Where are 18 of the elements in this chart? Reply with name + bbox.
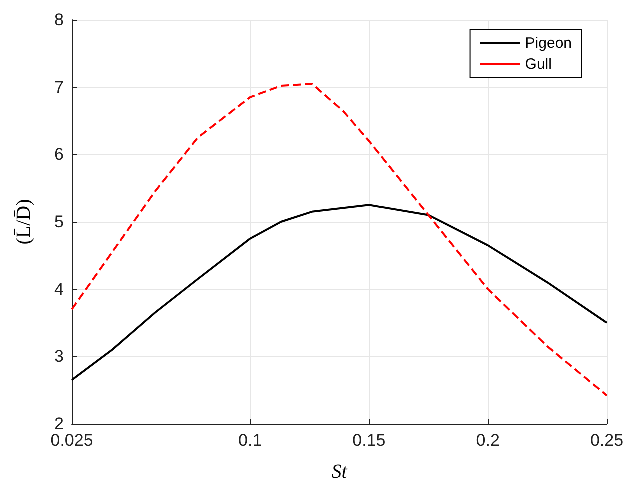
y-tick-label: 6 xyxy=(54,145,64,164)
y-tick-label: 5 xyxy=(54,212,64,232)
x-tick-label: 0.1 xyxy=(238,431,262,450)
x-tick-label: 0.15 xyxy=(352,431,386,450)
x-axis-title: St xyxy=(332,461,348,483)
legend-label: Pigeon xyxy=(525,35,572,52)
y-tick-label: 7 xyxy=(54,78,64,97)
line-series xyxy=(71,204,608,382)
y-tick-label: 8 xyxy=(54,10,64,30)
x-tick-label: 0.2 xyxy=(476,431,500,450)
x-tick-label: 0.25 xyxy=(590,431,624,450)
y-tick-label: 2 xyxy=(54,414,64,434)
x-tick-label: 0.025 xyxy=(50,431,94,450)
y-tick-label: 4 xyxy=(54,280,64,299)
y-axis-title: (L̄/D̄) xyxy=(13,199,35,245)
y-tick-label: 3 xyxy=(54,347,64,366)
line-series xyxy=(71,82,608,397)
legend-label: Gull xyxy=(525,56,552,73)
